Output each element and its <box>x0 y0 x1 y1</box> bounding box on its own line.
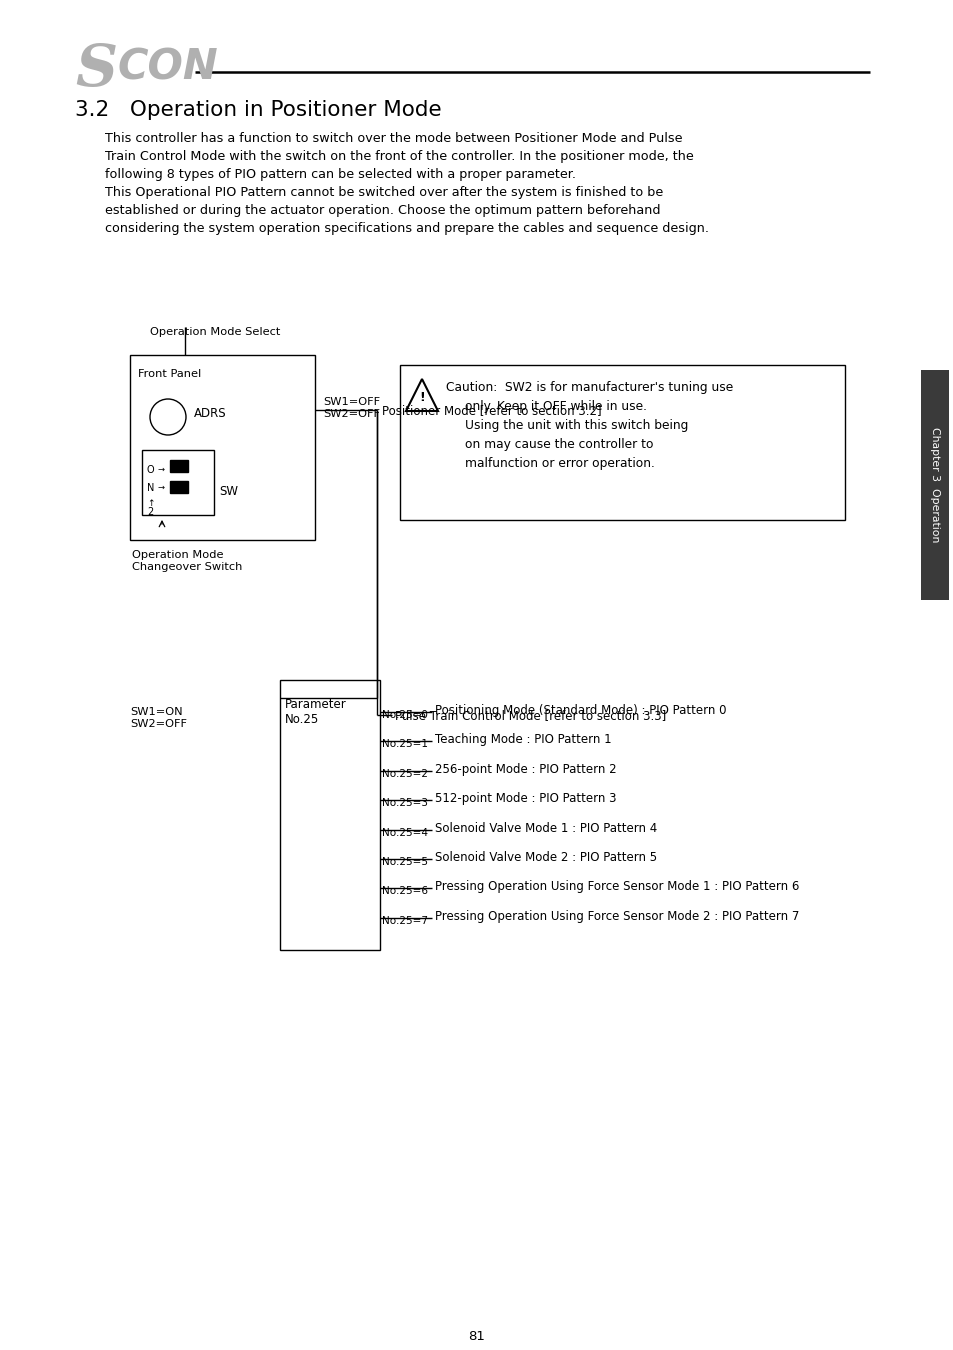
Bar <box>142 450 213 514</box>
Text: No.25=5: No.25=5 <box>381 857 428 867</box>
Text: established or during the actuator operation. Choose the optimum pattern beforeh: established or during the actuator opera… <box>105 204 659 217</box>
Text: No.25=4: No.25=4 <box>381 828 428 837</box>
Text: 3.2   Operation in Positioner Mode: 3.2 Operation in Positioner Mode <box>75 100 441 120</box>
Text: N: N <box>147 483 154 493</box>
Text: No.25=6: No.25=6 <box>381 886 428 896</box>
Bar <box>170 481 188 493</box>
Text: 2: 2 <box>147 508 153 517</box>
Text: Operation Mode
Changeover Switch: Operation Mode Changeover Switch <box>132 549 242 571</box>
Bar <box>130 355 314 540</box>
Text: ↑: ↑ <box>147 500 154 508</box>
Text: Operation Mode Select: Operation Mode Select <box>150 327 280 338</box>
Text: !: ! <box>418 392 424 404</box>
Text: Train Control Mode with the switch on the front of the controller. In the positi: Train Control Mode with the switch on th… <box>105 150 693 163</box>
Text: Solenoid Valve Mode 2 : PIO Pattern 5: Solenoid Valve Mode 2 : PIO Pattern 5 <box>435 850 657 864</box>
Text: following 8 types of PIO pattern can be selected with a proper parameter.: following 8 types of PIO pattern can be … <box>105 167 576 181</box>
Text: Solenoid Valve Mode 1 : PIO Pattern 4: Solenoid Valve Mode 1 : PIO Pattern 4 <box>435 822 657 834</box>
Text: SW1=ON
SW2=OFF: SW1=ON SW2=OFF <box>130 707 187 729</box>
Text: Positioner Mode [refer to section 3.2]: Positioner Mode [refer to section 3.2] <box>381 404 601 417</box>
Text: Chapter 3  Operation: Chapter 3 Operation <box>929 428 939 543</box>
Text: 256-point Mode : PIO Pattern 2: 256-point Mode : PIO Pattern 2 <box>435 763 616 776</box>
Text: Positioning Mode (Standard Mode) : PIO Pattern 0: Positioning Mode (Standard Mode) : PIO P… <box>435 703 726 717</box>
Text: This controller has a function to switch over the mode between Positioner Mode a: This controller has a function to switch… <box>105 132 681 144</box>
Bar <box>280 680 379 950</box>
Text: ADRS: ADRS <box>193 406 227 420</box>
Bar <box>399 364 844 520</box>
Text: Caution:  SW2 is for manufacturer's tuning use: Caution: SW2 is for manufacturer's tunin… <box>446 381 733 394</box>
Text: Pressing Operation Using Force Sensor Mode 2 : PIO Pattern 7: Pressing Operation Using Force Sensor Mo… <box>435 910 799 922</box>
Text: 81: 81 <box>468 1330 485 1343</box>
Text: No.25=1: No.25=1 <box>381 740 428 749</box>
Text: Using the unit with this switch being: Using the unit with this switch being <box>464 418 688 432</box>
Text: 512-point Mode : PIO Pattern 3: 512-point Mode : PIO Pattern 3 <box>435 792 616 805</box>
Text: No.25=2: No.25=2 <box>381 768 428 779</box>
Text: This Operational PIO Pattern cannot be switched over after the system is finishe: This Operational PIO Pattern cannot be s… <box>105 186 662 198</box>
Text: SW: SW <box>219 485 237 498</box>
Text: CON: CON <box>118 46 218 88</box>
Text: No.25=7: No.25=7 <box>381 915 428 926</box>
Text: No.25=0: No.25=0 <box>381 710 428 720</box>
Text: →: → <box>158 464 165 474</box>
Text: only. Keep it OFF while in use.: only. Keep it OFF while in use. <box>464 400 646 413</box>
Text: malfunction or error operation.: malfunction or error operation. <box>464 458 654 470</box>
Text: SW1=OFF
SW2=OFF: SW1=OFF SW2=OFF <box>323 397 379 418</box>
Text: No.25=3: No.25=3 <box>381 798 428 809</box>
Text: Pulse Train Control Mode [refer to section 3.3]: Pulse Train Control Mode [refer to secti… <box>395 709 665 722</box>
Text: S: S <box>75 42 117 99</box>
Bar <box>920 370 948 599</box>
Text: Parameter
No.25: Parameter No.25 <box>285 698 346 726</box>
Text: Front Panel: Front Panel <box>138 369 201 379</box>
Text: Pressing Operation Using Force Sensor Mode 1 : PIO Pattern 6: Pressing Operation Using Force Sensor Mo… <box>435 880 799 894</box>
Text: on may cause the controller to: on may cause the controller to <box>464 437 653 451</box>
Text: Teaching Mode : PIO Pattern 1: Teaching Mode : PIO Pattern 1 <box>435 733 611 747</box>
Bar <box>170 460 188 472</box>
Text: O: O <box>147 464 154 475</box>
Text: →: → <box>158 483 165 491</box>
Text: considering the system operation specifications and prepare the cables and seque: considering the system operation specifi… <box>105 221 708 235</box>
